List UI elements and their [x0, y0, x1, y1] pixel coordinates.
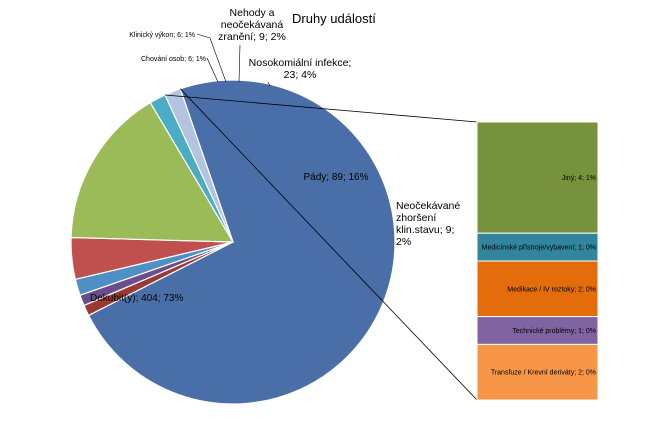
- bar-label-technicke-problemy: Technické problémy; 1; 0%: [512, 328, 596, 335]
- leader-line-klinicky-vykon: [196, 33, 227, 83]
- leader-line-nosokomialni-infekce: [267, 81, 271, 87]
- pie-label-neocekavane-zhorseni-klin-stavu: Neočekávané zhoršení klin.stavu; 9; 2%: [396, 200, 460, 248]
- bar-segment-technicke-problemy: [476, 316, 599, 345]
- pie-slice-pady: [70, 101, 235, 243]
- pie-slices: [70, 79, 396, 405]
- secondary-bar: [476, 121, 599, 401]
- bar-label-jiny: Jiný; 4; 1%: [562, 175, 596, 182]
- bar-segment-jiny: [476, 121, 599, 234]
- leader-line-chovani-osob: [206, 57, 219, 83]
- connector-line-bottom: [179, 88, 478, 401]
- bar-segment-medikace-iv-roztoky: [476, 260, 599, 318]
- pie-label-chovani-osob: Chování osob; 6; 1%: [141, 56, 206, 63]
- pie-label-dekubit-y: Dekubit(y); 404; 73%: [90, 293, 183, 304]
- connector-lines: [164, 88, 478, 401]
- bar-label-medicinske-pristroje-vybaveni: Medicínské přístroje/vybavení; 1; 0%: [482, 245, 596, 252]
- pie-label-pady: Pády; 89; 16%: [303, 172, 368, 183]
- pie-label-nosokomialni-infekce: Nosokomiální infekce; 23; 4%: [249, 57, 352, 81]
- chart-title: Druhy událostí: [292, 11, 376, 26]
- data-labels: Jiný; 4; 1% Medicínské přístroje/vybavení…: [90, 7, 596, 377]
- bar-label-medikace-iv-roztoky: Medikace / IV roztoky; 2; 0%: [507, 286, 596, 293]
- bar-segment-transfuze-krevni-derivaty: [476, 343, 599, 401]
- pie-slice-dekubit-y: [87, 79, 396, 405]
- pie-label-nehody-a-neocekavana-zraneni: Nehody a neočekávaná zranění; 9; 2%: [218, 7, 286, 43]
- connector-line-top: [164, 94, 478, 123]
- pie-label-klinicky-vykon: Klinický výkon; 6; 1%: [129, 32, 195, 39]
- bar-label-transfuze-krevni-derivaty: Transfuze / Krevní deriváty; 2; 0%: [491, 370, 596, 377]
- bar-segment-medicinske-pristroje-vybaveni: [476, 232, 599, 262]
- leader-line-nehody-a-neocekavana-zraneni: [238, 44, 241, 83]
